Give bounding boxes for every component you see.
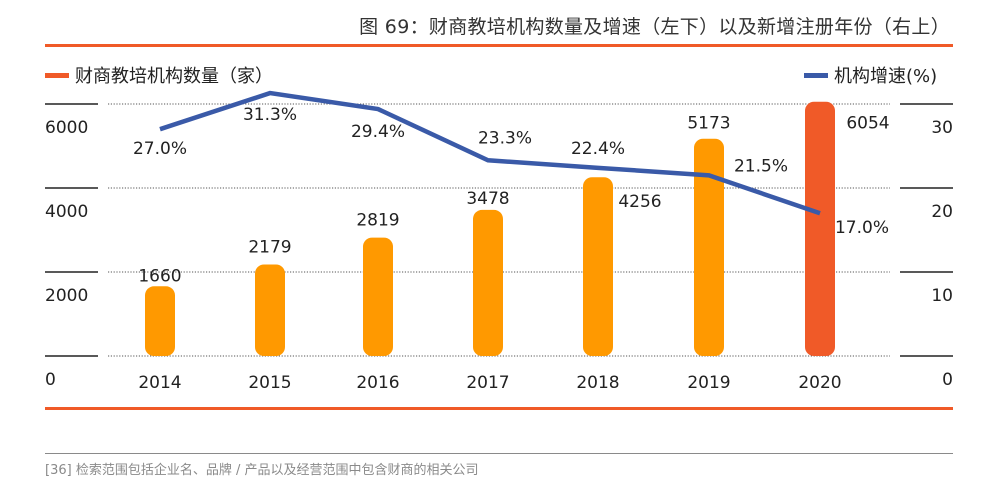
x-tick-label: 2016 xyxy=(356,373,399,393)
bar-2017 xyxy=(473,209,503,356)
left-axis-tick-label: 2000 xyxy=(45,286,88,306)
x-axis: 2014 2015 2016 2017 2018 2019 2020 xyxy=(138,373,841,393)
left-axis-tick-label: 6000 xyxy=(45,118,88,138)
line-label-2016: 29.4% xyxy=(351,122,405,142)
legend-line-series: 机构增速(%) xyxy=(804,62,937,88)
right-axis: 0 10 20 30 xyxy=(900,103,953,390)
bar-2019 xyxy=(694,138,724,356)
line-label-2015: 31.3% xyxy=(243,105,297,125)
title-divider xyxy=(45,44,953,47)
line-series xyxy=(159,90,821,216)
x-tick-label: 2014 xyxy=(138,373,181,393)
x-tick-label: 2020 xyxy=(798,373,841,393)
left-axis: 0 2000 4000 6000 xyxy=(45,103,98,390)
bar-2014 xyxy=(145,286,175,356)
left-axis-tick-label: 4000 xyxy=(45,202,88,222)
bar-label-2015: 2179 xyxy=(248,237,291,257)
bar-label-2020: 6054 xyxy=(846,114,889,134)
bar-labels: 1660 2179 2819 3478 4256 5173 6054 xyxy=(138,114,889,287)
right-axis-tick-label: 10 xyxy=(931,286,953,306)
chart-title: 图 69：财商教培机构数量及增速（左下）以及新增注册年份（右上） xyxy=(359,16,950,38)
line-label-2019: 21.5% xyxy=(734,156,788,176)
line-label-2014: 27.0% xyxy=(133,139,187,159)
bar-2015 xyxy=(255,264,285,356)
x-tick-label: 2017 xyxy=(466,373,509,393)
legend-bar-series: 财商教培机构数量（家） xyxy=(45,62,273,88)
legend-bar-swatch xyxy=(45,72,69,78)
line-label-2017: 23.3% xyxy=(478,128,532,148)
line-label-2020: 17.0% xyxy=(835,218,889,238)
bar-label-2017: 3478 xyxy=(466,189,509,209)
chart-bottom-divider xyxy=(45,407,953,410)
bar-2020 xyxy=(805,101,835,357)
right-axis-tick-label: 20 xyxy=(931,202,953,222)
x-tick-label: 2015 xyxy=(248,373,291,393)
bar-label-2018: 4256 xyxy=(618,192,661,212)
legend-bar-label: 财商教培机构数量（家） xyxy=(75,66,273,87)
legend-line-label: 机构增速(%) xyxy=(834,66,938,87)
bar-2018 xyxy=(583,177,613,356)
line-labels: 27.0% 31.3% 29.4% 23.3% 22.4% 21.5% 17.0% xyxy=(133,105,889,238)
note-divider xyxy=(45,453,953,454)
right-axis-tick-label: 0 xyxy=(942,370,953,390)
bar-label-2016: 2819 xyxy=(356,211,399,231)
legend-line-swatch xyxy=(804,72,828,78)
x-tick-label: 2018 xyxy=(576,373,619,393)
right-axis-tick-label: 30 xyxy=(931,118,953,138)
bar-label-2019: 5173 xyxy=(687,114,730,134)
left-axis-tick-label: 0 xyxy=(45,370,56,390)
bar-label-2014: 1660 xyxy=(138,266,181,286)
footnote: [36] 检索范围包括企业名、品牌 / 产品以及经营范围中包含财商的相关公司 xyxy=(45,463,479,478)
bar-series xyxy=(145,101,835,357)
x-tick-label: 2019 xyxy=(687,373,730,393)
line-label-2018: 22.4% xyxy=(571,139,625,159)
bar-2016 xyxy=(363,237,393,356)
